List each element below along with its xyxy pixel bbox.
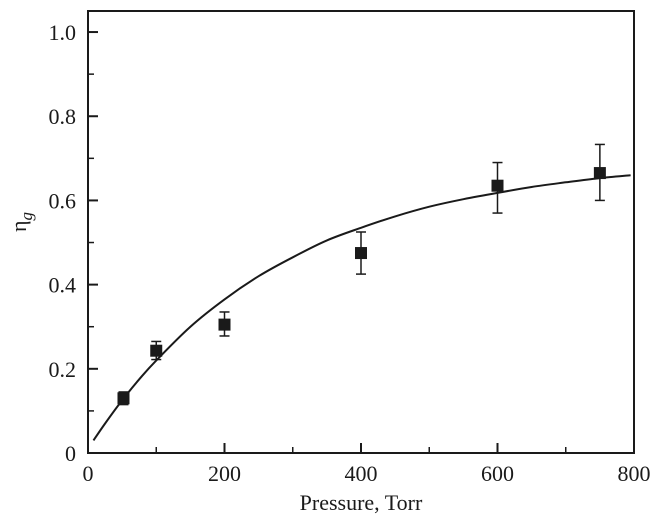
- y-tick-label: 0.4: [49, 273, 77, 298]
- y-tick-label: 0.8: [49, 104, 77, 129]
- data-point: [150, 344, 163, 357]
- data-point: [218, 318, 231, 331]
- y-tick-label: 0.2: [49, 357, 77, 382]
- y-tick-label: 1.0: [49, 20, 77, 45]
- x-tick-label: 800: [618, 461, 651, 486]
- y-tick-label: 0: [65, 441, 76, 466]
- fit-curve: [92, 174, 631, 441]
- x-tick-label: 200: [208, 461, 241, 486]
- x-tick-label: 400: [345, 461, 378, 486]
- y-axis-label-subscript: g: [17, 212, 36, 221]
- axis-ticks: [87, 31, 635, 454]
- data-point: [491, 179, 504, 192]
- y-axis-label: ηg: [6, 212, 36, 232]
- x-tick-label: 600: [481, 461, 514, 486]
- x-tick-label: 0: [83, 461, 94, 486]
- tick-labels: 0 200 400 600 800 0 0.2 0.4 0.6 0.8 1.0: [49, 20, 651, 486]
- data-point: [593, 167, 606, 180]
- data-point: [117, 392, 130, 405]
- data-points: [117, 143, 606, 406]
- x-axis-label: Pressure, Torr: [300, 490, 423, 515]
- y-axis-label-main: η: [6, 220, 31, 232]
- data-point: [355, 247, 367, 260]
- y-tick-label: 0.6: [49, 188, 77, 213]
